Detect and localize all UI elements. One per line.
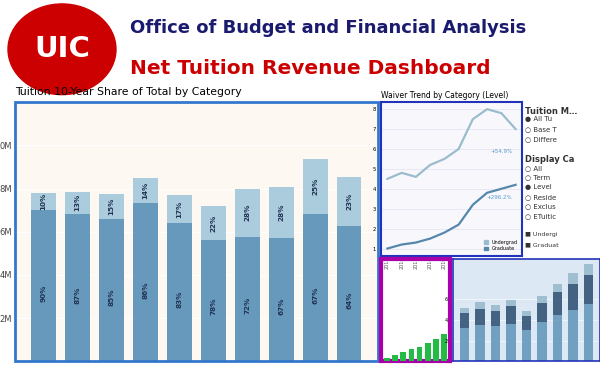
Bar bbox=[417, 347, 422, 361]
Bar bbox=[167, 195, 192, 223]
Text: 10%: 10% bbox=[41, 193, 47, 210]
Bar bbox=[269, 238, 293, 361]
Text: ■ Graduat: ■ Graduat bbox=[525, 242, 559, 247]
Text: 90%: 90% bbox=[41, 284, 47, 302]
Text: Tuition 10-Year Share of Total by Category: Tuition 10-Year Share of Total by Catego… bbox=[15, 87, 242, 97]
Text: Tuition M…: Tuition M… bbox=[525, 107, 577, 116]
Bar bbox=[384, 358, 390, 361]
Text: 83%: 83% bbox=[176, 291, 182, 308]
Ellipse shape bbox=[8, 4, 116, 95]
Bar bbox=[15, 102, 378, 361]
Text: Waiver Trend by Category (Level): Waiver Trend by Category (Level) bbox=[381, 91, 508, 100]
Text: Display Ca: Display Ca bbox=[525, 155, 574, 164]
Bar bbox=[475, 302, 485, 308]
Text: 28%: 28% bbox=[278, 204, 284, 221]
Bar bbox=[400, 352, 406, 361]
Text: 23%: 23% bbox=[346, 193, 352, 210]
Bar bbox=[133, 178, 158, 203]
Text: 85%: 85% bbox=[109, 289, 115, 306]
Bar bbox=[460, 307, 469, 313]
Bar bbox=[538, 296, 547, 303]
Text: ● All Tu: ● All Tu bbox=[525, 116, 552, 122]
Bar bbox=[568, 284, 578, 310]
Text: 22%: 22% bbox=[211, 214, 217, 231]
Bar bbox=[506, 324, 515, 361]
Text: 25%: 25% bbox=[313, 177, 319, 195]
Text: Net Tuition Revenue Dashboard: Net Tuition Revenue Dashboard bbox=[130, 59, 491, 78]
Bar bbox=[553, 315, 562, 361]
Bar bbox=[568, 310, 578, 361]
Bar bbox=[235, 189, 260, 237]
Text: 72%: 72% bbox=[244, 297, 250, 314]
Text: ○ Exclus: ○ Exclus bbox=[525, 203, 556, 210]
Text: ○ Reside: ○ Reside bbox=[525, 194, 556, 200]
Bar bbox=[506, 307, 515, 324]
Bar bbox=[522, 316, 531, 330]
Bar bbox=[201, 240, 226, 361]
Bar bbox=[337, 177, 361, 226]
Text: Office of Budget and Financial Analysis: Office of Budget and Financial Analysis bbox=[130, 19, 526, 36]
Bar bbox=[31, 193, 56, 210]
Bar bbox=[433, 339, 439, 361]
Bar bbox=[409, 350, 414, 361]
Bar bbox=[584, 276, 593, 304]
Bar bbox=[167, 223, 192, 361]
Text: ○ All: ○ All bbox=[525, 165, 542, 171]
Text: 28%: 28% bbox=[244, 204, 250, 222]
Bar bbox=[553, 284, 562, 292]
Text: 13%: 13% bbox=[74, 194, 80, 211]
Bar bbox=[235, 237, 260, 361]
Bar bbox=[65, 214, 90, 361]
Text: +54.9%: +54.9% bbox=[490, 149, 512, 154]
Text: ○ Base T: ○ Base T bbox=[525, 126, 557, 132]
Bar bbox=[538, 303, 547, 322]
Text: ○ Term: ○ Term bbox=[525, 174, 550, 180]
Bar bbox=[337, 226, 361, 361]
Text: ○ ETuitic: ○ ETuitic bbox=[525, 213, 556, 219]
Bar bbox=[460, 313, 469, 328]
Text: 87%: 87% bbox=[74, 286, 80, 304]
Text: ○ Differe: ○ Differe bbox=[525, 136, 557, 142]
Bar bbox=[491, 311, 500, 326]
Text: 14%: 14% bbox=[143, 182, 149, 199]
Text: 15%: 15% bbox=[109, 198, 115, 215]
Text: 67%: 67% bbox=[278, 297, 284, 315]
Bar bbox=[425, 343, 431, 361]
Text: UIC: UIC bbox=[34, 35, 90, 63]
Text: 78%: 78% bbox=[211, 298, 217, 315]
Text: 86%: 86% bbox=[143, 281, 149, 299]
Bar bbox=[522, 311, 531, 316]
Bar bbox=[491, 326, 500, 361]
Bar bbox=[133, 203, 158, 361]
Text: 67%: 67% bbox=[313, 286, 319, 304]
Bar bbox=[65, 192, 90, 214]
Bar bbox=[303, 159, 328, 214]
Bar bbox=[475, 325, 485, 361]
Bar bbox=[553, 292, 562, 315]
Bar bbox=[392, 355, 398, 361]
Legend: Undergrad, Graduate: Undergrad, Graduate bbox=[482, 238, 520, 253]
Bar bbox=[303, 214, 328, 361]
Bar bbox=[269, 187, 293, 238]
Bar bbox=[460, 328, 469, 361]
Bar bbox=[31, 210, 56, 361]
Text: 17%: 17% bbox=[176, 201, 182, 218]
Bar bbox=[506, 300, 515, 307]
Bar bbox=[584, 304, 593, 361]
Bar bbox=[100, 194, 124, 219]
Bar bbox=[441, 334, 447, 361]
Bar bbox=[201, 206, 226, 240]
Bar bbox=[568, 273, 578, 284]
Text: ■ Undergi: ■ Undergi bbox=[525, 233, 557, 237]
Text: UIC: UIC bbox=[394, 288, 437, 308]
Bar bbox=[584, 264, 593, 276]
Bar bbox=[522, 330, 531, 361]
Text: 64%: 64% bbox=[346, 292, 352, 309]
Bar bbox=[100, 219, 124, 361]
Bar bbox=[475, 308, 485, 325]
Bar bbox=[491, 306, 500, 311]
Bar bbox=[538, 322, 547, 361]
Text: +296.2%: +296.2% bbox=[487, 195, 512, 200]
Text: ● Level: ● Level bbox=[525, 184, 552, 190]
